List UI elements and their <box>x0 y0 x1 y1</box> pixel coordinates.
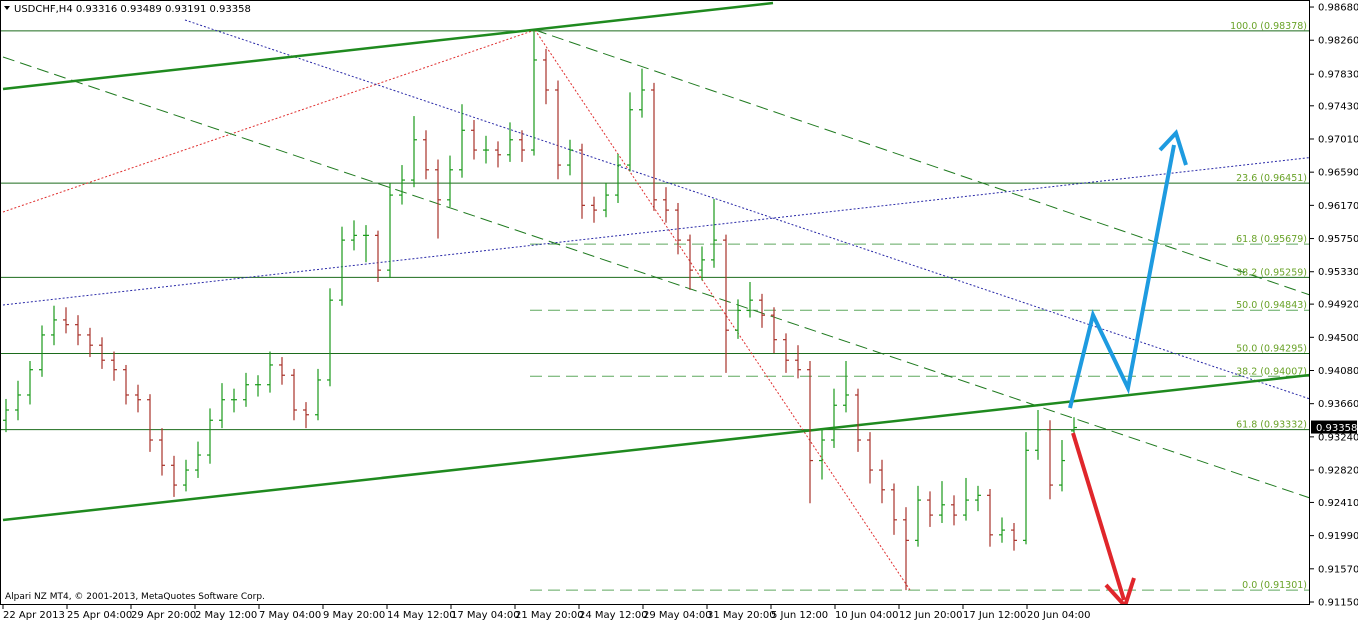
y-tick-label: 0.94500 <box>1318 333 1358 344</box>
x-tick-label: 24 May 12:00 <box>579 610 648 621</box>
fibonacci-layer: 100.0 (0.98378) 23.6 (0.96451) 38.2 (0.952… <box>0 21 1310 591</box>
trendline <box>2 29 536 213</box>
y-tick-label: 0.98260 <box>1318 36 1358 47</box>
trendlines <box>2 1 1316 591</box>
y-tick-label: 0.93660 <box>1318 399 1358 410</box>
y-tick-label: 0.91150 <box>1318 597 1358 608</box>
fib-label: 38.2 (0.95259) <box>1236 267 1307 278</box>
x-tick-label: 14 May 12:00 <box>387 610 456 621</box>
trendline <box>184 19 1311 400</box>
fib-label: 50.0 (0.94843) <box>1236 300 1307 311</box>
up-arrow <box>1068 144 1176 409</box>
trendline <box>534 29 911 591</box>
plot-border <box>0 0 1310 605</box>
high: 0.93489 <box>120 4 161 15</box>
x-tick-label: 7 May 04:00 <box>259 610 321 621</box>
y-tick-label: 0.92410 <box>1318 498 1358 509</box>
y-tick-label: 0.92820 <box>1318 466 1358 477</box>
up-arrowhead <box>1158 129 1188 166</box>
y-tick-label: 0.95750 <box>1318 234 1358 245</box>
y-tick-label: 0.91990 <box>1318 531 1358 542</box>
fib-label: 50.0 (0.94295) <box>1236 344 1307 355</box>
x-tick-label: 10 Jun 04:00 <box>835 610 899 621</box>
low: 0.93191 <box>165 4 206 15</box>
trendline <box>2 156 1316 306</box>
y-tick-label: 0.97010 <box>1318 134 1358 145</box>
symbol: USDCHF,H4 <box>14 4 73 15</box>
x-tick-label: 20 Jun 04:00 <box>1027 610 1091 621</box>
x-tick-label: 31 May 20:00 <box>707 610 776 621</box>
x-tick-label: 25 Apr 04:00 <box>67 610 132 621</box>
open: 0.93316 <box>76 4 117 15</box>
y-tick-label: 0.91570 <box>1318 564 1358 575</box>
close: 0.93358 <box>210 4 251 15</box>
x-tick-label: 29 Apr 20:00 <box>131 610 196 621</box>
header-icon <box>4 6 10 10</box>
x-tick-label: 2 May 12:00 <box>195 610 257 621</box>
x-tick-label: 17 Jun 12:00 <box>963 610 1027 621</box>
header-text: USDCHF,H4 0.93316 0.93489 0.93191 0.9335… <box>14 4 251 15</box>
x-tick-label: 21 May 20:00 <box>515 610 584 621</box>
y-tick-label: 0.97830 <box>1318 70 1358 81</box>
price-tag: 0.93358 <box>1311 420 1357 434</box>
trendline <box>2 1 774 91</box>
down-arrow <box>1071 432 1126 601</box>
x-tick-label: 9 May 20:00 <box>323 610 385 621</box>
price-axis: 0.98680 0.98260 0.97830 0.97430 0.97010 0.965… <box>1310 3 1358 608</box>
trendline <box>2 373 1311 522</box>
fib-label: 61.8 (0.95679) <box>1236 234 1307 245</box>
y-tick-label: 0.93240 <box>1318 432 1358 443</box>
time-axis-bg <box>0 605 1310 623</box>
fib-label: 0.0 (0.91301) <box>1242 580 1307 591</box>
x-tick-label: 12 Jun 20:00 <box>899 610 963 621</box>
fib-label: 38.2 (0.94007) <box>1236 366 1307 377</box>
price-tag-box <box>1311 420 1357 434</box>
x-tick-label: 17 May 04:00 <box>451 610 520 621</box>
y-tick-label: 0.98680 <box>1318 3 1358 14</box>
fib-label: 23.6 (0.96451) <box>1236 173 1307 184</box>
fib-label: 61.8 (0.93332) <box>1236 420 1307 431</box>
trendline <box>2 56 1311 499</box>
price-bars <box>3 30 1077 591</box>
trendline <box>534 29 1311 296</box>
fib-label: 100.0 (0.98378) <box>1230 21 1307 32</box>
y-tick-label: 0.97430 <box>1318 101 1358 112</box>
y-tick-label: 0.95330 <box>1318 267 1358 278</box>
header: USDCHF,H4 0.93316 0.93489 0.93191 0.9335… <box>4 4 251 15</box>
y-tick-label: 0.96170 <box>1318 201 1358 212</box>
y-tick-label: 0.94920 <box>1318 300 1358 311</box>
y-tick-label: 0.94080 <box>1318 366 1358 377</box>
copyright: Alpari NZ MT4, © 2001-2013, MetaQuotes S… <box>5 592 265 602</box>
price-tag-label: 0.93358 <box>1316 423 1357 434</box>
x-tick-label: 22 Apr 2013 <box>3 610 65 621</box>
x-tick-label: 5 Jun 12:00 <box>771 610 828 621</box>
x-tick-label: 29 May 04:00 <box>643 610 712 621</box>
price-axis-bg <box>1310 0 1358 623</box>
y-tick-label: 0.96590 <box>1318 168 1358 179</box>
